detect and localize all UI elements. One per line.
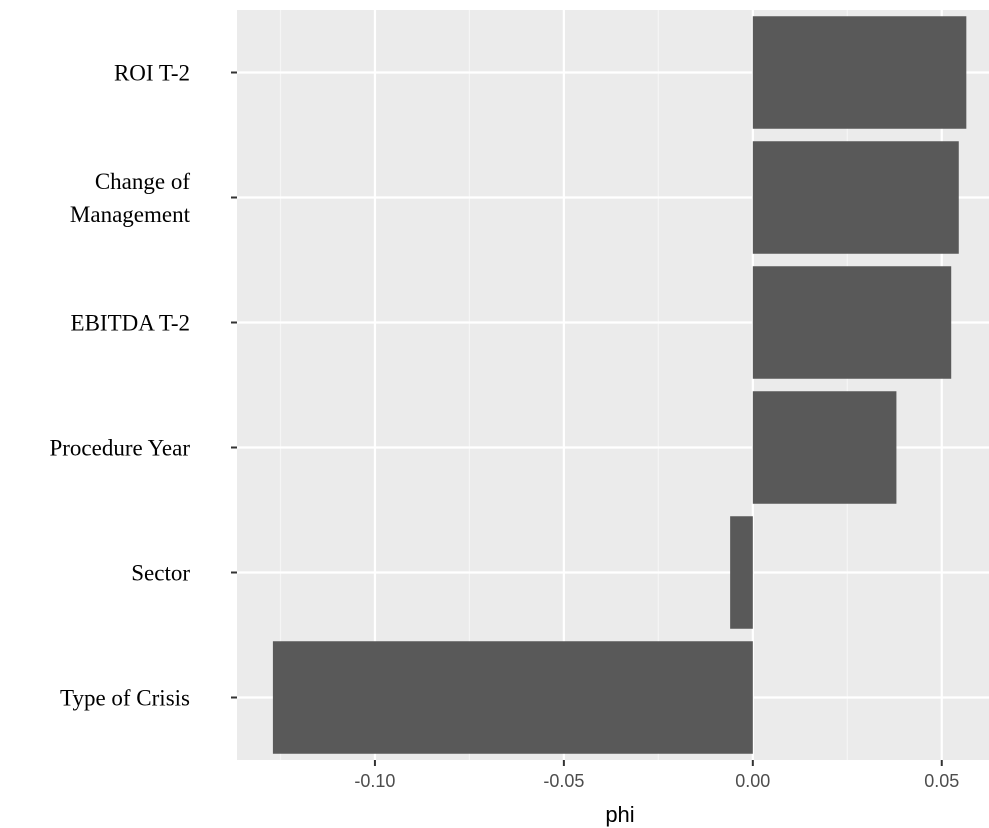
category-label: Sector [131, 561, 190, 586]
category-label: EBITDA T-2 [71, 311, 190, 336]
bar-ebitda-t-2 [752, 266, 952, 379]
x-tick-label: 0.05 [924, 771, 959, 791]
x-tick-label: 0.00 [735, 771, 770, 791]
plot-panel [237, 10, 989, 760]
x-axis-title: phi [605, 802, 634, 827]
bars [272, 16, 967, 754]
bar-procedure-year [752, 391, 897, 504]
bar-sector [730, 516, 753, 629]
category-labels: ROI T-2 Change of Management EBITDA T-2 Proc… [49, 61, 190, 711]
x-tick-label: -0.05 [543, 771, 584, 791]
category-label: Type of Crisis [60, 686, 190, 711]
x-axis-ticks: -0.10 -0.05 0.00 0.05 [354, 760, 959, 791]
x-tick-label: -0.10 [354, 771, 395, 791]
minor-gridlines [279, 10, 848, 760]
y-axis-ticks [231, 71, 237, 699]
category-label: Change of Management [70, 169, 191, 227]
bar-type-of-crisis [272, 641, 753, 754]
bar-change-of-management [752, 141, 959, 254]
category-label: Procedure Year [49, 436, 190, 461]
category-label: ROI T-2 [114, 61, 190, 86]
bar-roi-t-2 [752, 16, 967, 129]
